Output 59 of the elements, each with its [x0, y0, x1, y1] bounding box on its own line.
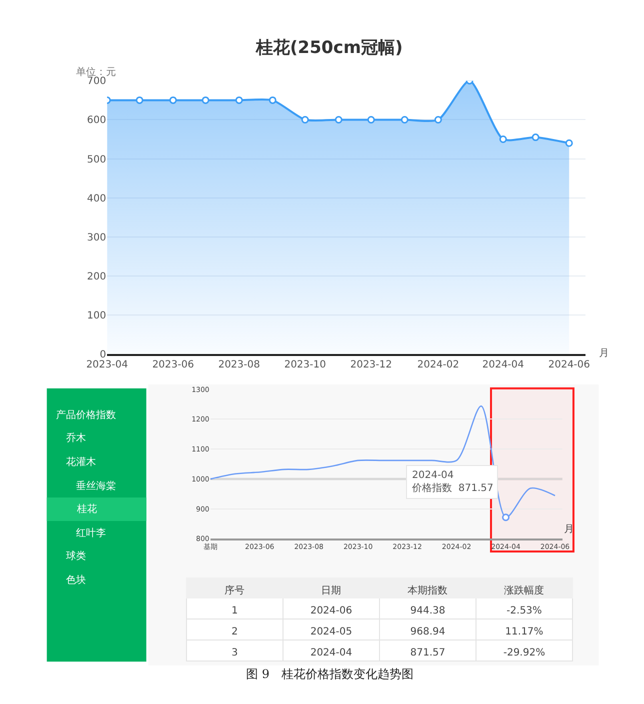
- point: [202, 96, 210, 104]
- text: 3: [232, 648, 238, 659]
- text: 944.38: [410, 606, 446, 617]
- x-tick-label: 2023-12: [350, 360, 392, 371]
- y-tick-label: 300: [86, 232, 106, 244]
- category-label: 色块: [66, 574, 86, 586]
- point: [136, 96, 144, 104]
- category-label: 红叶李: [76, 527, 106, 539]
- point: [301, 116, 309, 124]
- x-tick-label: 2023-10: [284, 360, 326, 371]
- y-tick-label: 600: [86, 115, 106, 126]
- point: [434, 116, 442, 124]
- point: [334, 116, 342, 124]
- category-label: 垂丝海棠: [76, 480, 116, 492]
- category-label: 2024-04: [310, 648, 352, 659]
- text: 1: [232, 606, 238, 617]
- category-label: 花灌木: [66, 456, 96, 468]
- caption: 图 9 桂花价格指数变化趋势图: [246, 667, 414, 681]
- y-tick-label: 100: [86, 310, 106, 322]
- y-tick-label: 200: [86, 271, 106, 282]
- x-tick-label: 2024-02: [417, 360, 460, 371]
- point: [565, 139, 573, 147]
- y-tick-label: 500: [86, 154, 106, 166]
- point: [532, 134, 540, 142]
- category-label: 产品价格指数: [56, 409, 116, 421]
- point: [235, 96, 243, 104]
- category-label: 乔木: [66, 432, 86, 444]
- text: 11.17%: [505, 626, 544, 638]
- text: 2024-05: [310, 626, 352, 638]
- x-tick-label: 2023-06: [152, 360, 194, 371]
- text: 2: [232, 626, 238, 638]
- annotation: 2024-04 价格指数 871.57: [411, 470, 494, 494]
- x-tick-label: 2024-04: [482, 360, 524, 371]
- text: 871.57: [410, 648, 446, 659]
- x-tick-label: 2023-04: [86, 360, 128, 371]
- category-label: 球类: [66, 550, 86, 562]
- category-label: 涨跌幅度: [504, 584, 544, 597]
- point: [367, 116, 375, 124]
- y-tick-label: 0: [100, 349, 106, 360]
- point: [400, 116, 408, 124]
- category-label: 序号: [224, 584, 245, 597]
- y-tick-label: 700: [86, 76, 106, 88]
- point: [499, 136, 507, 143]
- text: 968.94: [410, 626, 446, 638]
- category-label: 桂花: [76, 503, 97, 515]
- point: [268, 96, 276, 104]
- category-label: 本期指数: [408, 584, 448, 597]
- chart-title: 桂花(250cm冠幅): [255, 38, 403, 58]
- text: -2.53%: [506, 606, 542, 617]
- x-tick-label: 2024-06: [548, 360, 590, 371]
- category-label: 2024-06: [310, 606, 352, 617]
- y-tick-label: 400: [86, 193, 106, 204]
- x-tick-label: 2023-08: [218, 360, 260, 371]
- point: [169, 96, 177, 104]
- x-axis-title: 月: [599, 348, 609, 359]
- text: -29.92%: [503, 648, 546, 659]
- x-axis-title: 月: [564, 524, 574, 535]
- category-label: 日期: [321, 584, 342, 597]
- y-axis-title: 单位：元: [76, 66, 116, 78]
